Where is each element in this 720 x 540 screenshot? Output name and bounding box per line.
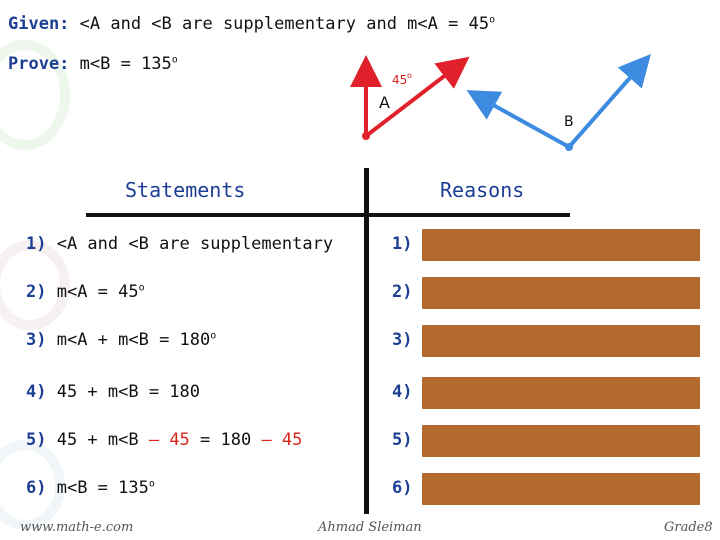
statement-row-3: 3) m<A + m<B = 180o — [26, 330, 216, 350]
footer-grade: Grade8 — [664, 520, 713, 535]
angle-diagram: 45 o A B — [350, 53, 651, 151]
reason-box-6 — [422, 473, 700, 505]
statement-text: m<B = 135 — [46, 478, 149, 498]
statement-row-5: 5) 45 + m<B – 45 = 180 – 45 — [26, 430, 302, 450]
statement-text: – 45 — [261, 430, 303, 450]
statement-number: 6) — [26, 478, 47, 498]
angle-a-degree: o — [407, 71, 412, 80]
statement-row-2: 2) m<A = 45o — [26, 282, 145, 302]
statement-number: 5) — [26, 430, 47, 450]
statement-text: – 45 — [148, 430, 190, 450]
angle-b-ray-left — [466, 90, 570, 149]
prove-label: Prove: — [8, 54, 70, 74]
angle-a-measure: 45 — [392, 73, 407, 87]
angle-a-label: A — [379, 93, 390, 112]
statements-header: Statements — [125, 178, 246, 202]
statement-text: <A and <B are supplementary — [46, 234, 334, 254]
reason-box-4 — [422, 377, 700, 409]
reason-box-2 — [422, 277, 700, 309]
statement-text: m<A + m<B = 180 — [46, 330, 211, 350]
decorative-swirl-bottom — [0, 440, 65, 530]
table-horizontal-line — [86, 213, 570, 217]
decorative-swirl-top — [0, 40, 70, 150]
reason-number-3: 3) — [392, 330, 413, 350]
statement-row-1: 1) <A and <B are supplementary — [26, 234, 333, 254]
angle-b-label: B — [564, 114, 574, 130]
statement-row-6: 6) m<B = 135o — [26, 478, 155, 498]
reason-number-4: 4) — [392, 382, 413, 402]
given-label: Given: — [8, 14, 70, 34]
statement-text: 45 + m<B — [46, 430, 149, 450]
reason-number-1: 1) — [392, 234, 413, 254]
reason-number-2: 2) — [392, 282, 413, 302]
degree-symbol: o — [210, 330, 217, 342]
angle-b-vertex — [565, 143, 573, 151]
decorative-swirl-middle — [0, 240, 70, 330]
reasons-header: Reasons — [440, 178, 525, 202]
prove-degree: o — [171, 54, 178, 66]
angle-a-vertex — [362, 132, 370, 140]
statement-text: m<A = 45 — [46, 282, 139, 302]
statement-text: 45 + m<B = 180 — [46, 382, 201, 402]
statement-number: 2) — [26, 282, 47, 302]
given-line: Given: <A and <B are supplementary and m… — [8, 14, 495, 34]
given-degree: o — [489, 14, 496, 26]
angle-a-ray-diagonal — [364, 56, 470, 138]
reason-box-5 — [422, 425, 700, 457]
given-text: <A and <B are supplementary and m<A = 45 — [69, 14, 490, 34]
statement-row-4: 4) 45 + m<B = 180 — [26, 382, 200, 402]
degree-symbol: o — [138, 282, 145, 294]
table-vertical-line — [364, 168, 369, 514]
degree-symbol: o — [148, 478, 155, 490]
reason-box-1 — [422, 229, 700, 261]
angle-b-ray-right — [567, 53, 651, 149]
reason-box-3 — [422, 325, 700, 357]
statement-text: = 180 — [189, 430, 262, 450]
footer-author: Ahmad Sleiman — [318, 520, 422, 535]
reason-number-5: 5) — [392, 430, 413, 450]
statement-number: 3) — [26, 330, 47, 350]
statement-number: 1) — [26, 234, 47, 254]
prove-text: m<B = 135 — [69, 54, 172, 74]
prove-line: Prove: m<B = 135o — [8, 54, 178, 74]
footer-website: www.math-e.com — [20, 520, 134, 535]
statement-number: 4) — [26, 382, 47, 402]
reason-number-6: 6) — [392, 478, 413, 498]
